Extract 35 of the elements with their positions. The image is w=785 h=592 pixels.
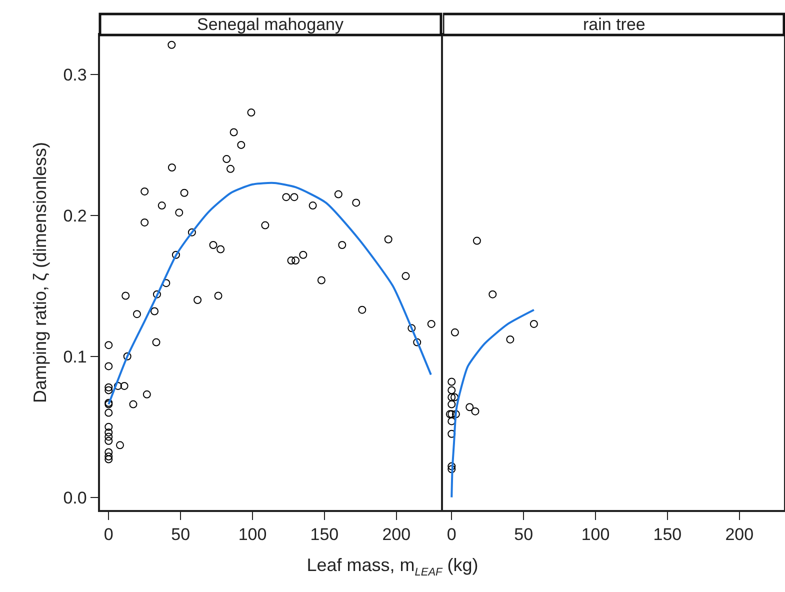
point <box>448 465 456 474</box>
point <box>530 320 538 328</box>
x-axis-title: Leaf mass, m$_{LEAF}$ (kg) <box>306 555 480 579</box>
point <box>448 378 456 386</box>
point <box>448 400 456 408</box>
x-tick-label: 200 <box>382 525 411 544</box>
point <box>452 410 460 418</box>
y-tick-label: 0.0 <box>63 488 87 508</box>
y-tick-label: 0.2 <box>63 206 87 226</box>
chart-title: rain tree <box>583 15 646 34</box>
point <box>488 290 497 298</box>
x-tick-label: 50 <box>171 525 190 544</box>
y-tick-label: 0.3 <box>63 65 87 84</box>
x-tick-label: 0 <box>446 525 456 544</box>
chart-title: Senegal mahogany <box>197 15 344 34</box>
y-axis-title: Damping ratio, ζ (dimensionless) <box>30 142 50 404</box>
x-tick-label: 50 <box>514 525 534 544</box>
point <box>448 393 456 402</box>
point <box>450 328 459 336</box>
x-tick-label: 200 <box>725 525 754 544</box>
x-tick-label: 100 <box>238 525 267 544</box>
point <box>471 407 480 416</box>
x-tick-label: 100 <box>581 525 610 544</box>
point <box>446 410 454 418</box>
point <box>472 236 481 245</box>
point <box>506 335 514 344</box>
point <box>448 462 456 470</box>
point <box>448 410 456 418</box>
y-tick-label: 0.1 <box>63 347 87 366</box>
x-tick-label: 150 <box>653 525 682 544</box>
x-tick-label: 150 <box>310 525 339 544</box>
point <box>450 393 459 402</box>
point <box>448 386 456 394</box>
point <box>466 403 474 412</box>
x-tick-label: 0 <box>104 525 114 544</box>
